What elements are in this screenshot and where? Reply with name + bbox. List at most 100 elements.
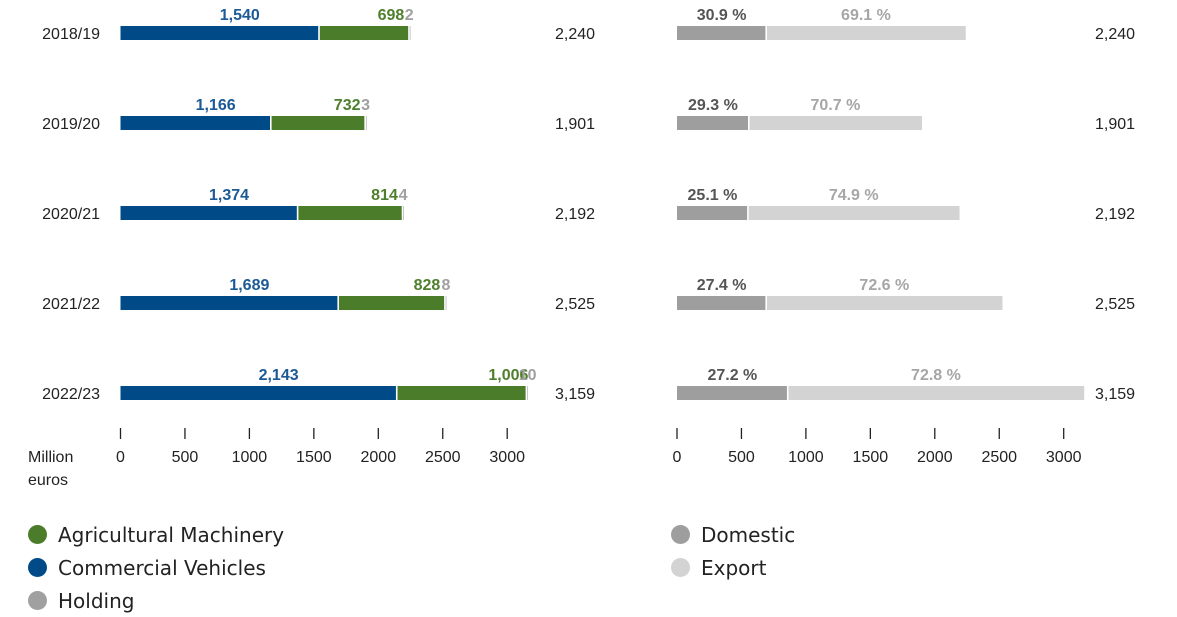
bar-segment: [319, 26, 409, 40]
tick-label: 3000: [1046, 449, 1082, 466]
bar-segment: [677, 26, 767, 40]
axis-unit-label: Million: [28, 449, 73, 466]
bar-separator: [747, 206, 749, 220]
legend-swatch: [671, 558, 690, 577]
bar-segment: [120, 206, 298, 220]
legend-item: Holding: [28, 584, 284, 617]
bar-segment: [338, 296, 445, 310]
total-label: 2,240: [1095, 26, 1135, 43]
legend-swatch: [28, 591, 47, 610]
legend-swatch: [28, 525, 47, 544]
bar-segment: [748, 116, 923, 130]
data-label: 1,006: [488, 367, 528, 384]
legend-label: Commercial Vehicles: [58, 555, 266, 580]
bar-segment: [677, 296, 767, 310]
tick-label: 3000: [489, 449, 525, 466]
bar-segment: [120, 296, 339, 310]
data-label: 698: [378, 7, 405, 24]
bar-separator: [444, 296, 446, 310]
tick-label: 1000: [232, 449, 268, 466]
data-label: 72.6 %: [859, 277, 909, 294]
data-label: 1,540: [220, 7, 260, 24]
total-label: 3,159: [1095, 386, 1135, 403]
tick-label: 500: [728, 449, 755, 466]
legend-left: Agricultural Machinery Commercial Vehicle…: [28, 518, 284, 617]
total-label: 3,159: [555, 386, 595, 403]
bar-separator: [269, 116, 272, 130]
total-label: 2,525: [555, 296, 595, 313]
tick-label: 1500: [853, 449, 889, 466]
total-label: 2,192: [1095, 206, 1135, 223]
data-label: 25.1 %: [688, 187, 738, 204]
data-label: 1,689: [229, 277, 269, 294]
total-label: 2,525: [1095, 296, 1135, 313]
bar-segment: [677, 386, 788, 400]
bar-segment: [270, 116, 366, 130]
legend-label: Export: [701, 555, 767, 580]
bar-separator: [395, 386, 398, 400]
legend-label: Agricultural Machinery: [58, 522, 285, 547]
bar-segment: [120, 116, 271, 130]
bar-segment: [766, 26, 966, 40]
data-label: 1,374: [209, 187, 249, 204]
category-label: 2021/22: [42, 296, 100, 313]
bar-segment: [677, 206, 748, 220]
data-label: 732: [334, 97, 361, 114]
data-label: 69.1 %: [841, 7, 891, 24]
tick-label: 500: [172, 449, 199, 466]
bar-segment: [120, 26, 320, 40]
bar-separator: [296, 206, 299, 220]
tick-label: 2500: [425, 449, 461, 466]
bar-segment: [297, 206, 403, 220]
total-label: 1,901: [555, 116, 595, 133]
legend-swatch: [671, 525, 690, 544]
bar-separator: [364, 116, 366, 130]
category-label: 2022/23: [42, 386, 100, 403]
data-label: 72.8 %: [911, 367, 961, 384]
total-label: 2,192: [555, 206, 595, 223]
data-label: 74.9 %: [829, 187, 879, 204]
tick-label: 1000: [788, 449, 824, 466]
data-label: 2,143: [259, 367, 299, 384]
bar-separator: [747, 116, 750, 130]
bar-separator: [401, 206, 404, 220]
total-label: 2,240: [555, 26, 595, 43]
bar-separator: [408, 26, 410, 40]
legend-label: Domestic: [701, 522, 796, 547]
legend-item: Agricultural Machinery: [28, 518, 284, 551]
data-label: 3: [361, 97, 370, 114]
data-label: 27.4 %: [697, 277, 747, 294]
category-label: 2019/20: [42, 116, 100, 133]
bar-segment: [677, 116, 749, 130]
bar-segment: [120, 386, 397, 400]
tick-label: 0: [116, 449, 125, 466]
bar-separator: [318, 26, 320, 40]
legend-swatch: [28, 558, 47, 577]
category-label: 2018/19: [42, 26, 100, 43]
data-label: 29.3 %: [688, 97, 738, 114]
legend-label: Holding: [58, 588, 135, 613]
tick-label: 1500: [296, 449, 332, 466]
tick-label: 0: [673, 449, 682, 466]
bar-segment: [747, 206, 960, 220]
legend-item: Commercial Vehicles: [28, 551, 284, 584]
data-label: 1,166: [196, 97, 236, 114]
data-label: 828: [414, 277, 441, 294]
legend-item: Export: [671, 551, 795, 584]
data-label: 27.2 %: [707, 367, 757, 384]
data-label: 70.7 %: [811, 97, 861, 114]
bar-separator: [337, 296, 340, 310]
data-label: 4: [399, 187, 408, 204]
bar-separator: [765, 26, 767, 40]
data-label: 814: [371, 187, 398, 204]
legend-item: Domestic: [671, 518, 795, 551]
bar-segment: [396, 386, 527, 400]
bar-segment: [787, 386, 1085, 400]
tick-label: 2000: [361, 449, 397, 466]
data-label: 10: [519, 367, 537, 384]
bar-segment: [766, 296, 1003, 310]
tick-label: 2500: [981, 449, 1017, 466]
total-label: 1,901: [1095, 116, 1135, 133]
bar-separator: [525, 386, 528, 400]
